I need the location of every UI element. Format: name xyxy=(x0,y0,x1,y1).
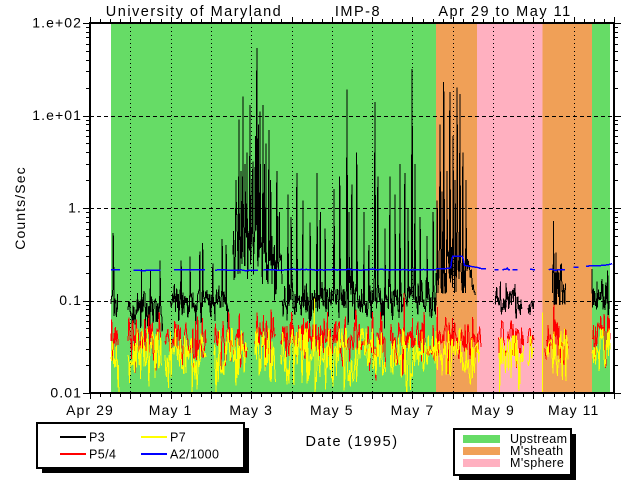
series-segment xyxy=(127,312,162,373)
series-segment xyxy=(527,335,535,367)
title-institution: University of Maryland xyxy=(106,4,282,20)
axes-frame xyxy=(89,22,615,394)
series-segment xyxy=(110,340,120,394)
axis-ticks xyxy=(83,17,621,399)
data-series xyxy=(110,47,613,394)
y-axis-label: Counts/Sec xyxy=(12,166,28,249)
series-segment xyxy=(280,298,386,394)
series-segment xyxy=(498,335,525,393)
series-segment xyxy=(281,68,437,329)
series-segment xyxy=(170,239,230,329)
series-segment xyxy=(232,47,273,285)
x-tick-label: May 5 xyxy=(310,402,354,418)
series-segment xyxy=(127,260,164,332)
series-segment xyxy=(271,171,283,301)
x-tick-label: May 3 xyxy=(229,402,273,418)
series-segment xyxy=(548,268,566,272)
y-tick-label: 0.1 xyxy=(59,292,82,308)
title-date-range: Apr 29 to May 11 xyxy=(438,4,571,20)
series-segment xyxy=(546,328,569,382)
series-segment xyxy=(389,327,480,394)
plot-frame xyxy=(89,22,615,394)
x-tick-label: May 1 xyxy=(149,402,193,418)
title-spacecraft: IMP-8 xyxy=(335,4,381,20)
series-segment xyxy=(494,281,523,319)
series-segment xyxy=(591,268,610,316)
series-segment xyxy=(280,309,386,381)
y-tick-label: 1. xyxy=(68,200,82,216)
series-segment xyxy=(546,304,569,365)
series-segment xyxy=(498,319,525,369)
legend-label-a21000: A2/1000 xyxy=(170,448,219,462)
series-segment xyxy=(164,328,207,392)
x-axis-label: Date (1995) xyxy=(305,434,398,450)
series-segment xyxy=(544,348,547,360)
legend-label-p54: P5/4 xyxy=(89,448,116,462)
legend-label-msphere: M'sphere xyxy=(510,456,564,470)
series-segment xyxy=(435,81,476,296)
legend-label-msheath: M'sheath xyxy=(510,444,564,458)
legend-swatch-upstream xyxy=(463,435,500,443)
y-tick-label: 1.e+01 xyxy=(32,107,82,123)
legend-label-p7: P7 xyxy=(170,431,186,445)
legend-series: P3 P5/4 P7 A2/1000 xyxy=(36,422,249,473)
y-tick-label: 1.e+02 xyxy=(32,15,82,31)
series-segment xyxy=(127,328,162,387)
x-tick-label: May 11 xyxy=(548,402,599,418)
series-segment xyxy=(585,262,613,267)
legend-swatch-msheath xyxy=(463,447,500,455)
legend-label-upstream: Upstream xyxy=(510,432,567,446)
legend-swatch-msphere xyxy=(463,459,500,467)
y-tick-label: 0.01 xyxy=(50,385,82,401)
series-a21000 xyxy=(111,255,613,272)
series-segment xyxy=(527,300,535,315)
x-tick-label: May 7 xyxy=(391,402,435,418)
series-segment xyxy=(254,328,276,383)
series-segment xyxy=(214,268,259,272)
series-segment xyxy=(502,267,511,271)
series-p3 xyxy=(110,47,610,332)
x-tick-label: Apr 29 xyxy=(66,402,114,418)
series-p7 xyxy=(110,298,611,394)
plot-title: University of Maryland IMP-8 Apr 29 to M… xyxy=(106,4,571,20)
series-segment xyxy=(435,255,487,270)
series-segment xyxy=(213,327,248,394)
series-segment xyxy=(551,221,567,306)
x-tick-label: May 9 xyxy=(471,402,515,418)
legend-label-p3: P3 xyxy=(89,431,105,445)
series-segment xyxy=(591,328,611,372)
series-segment xyxy=(263,268,437,272)
series-segment xyxy=(110,232,119,317)
legend-series-box xyxy=(36,422,245,469)
series-segment xyxy=(254,309,276,367)
series-segment xyxy=(133,269,161,272)
